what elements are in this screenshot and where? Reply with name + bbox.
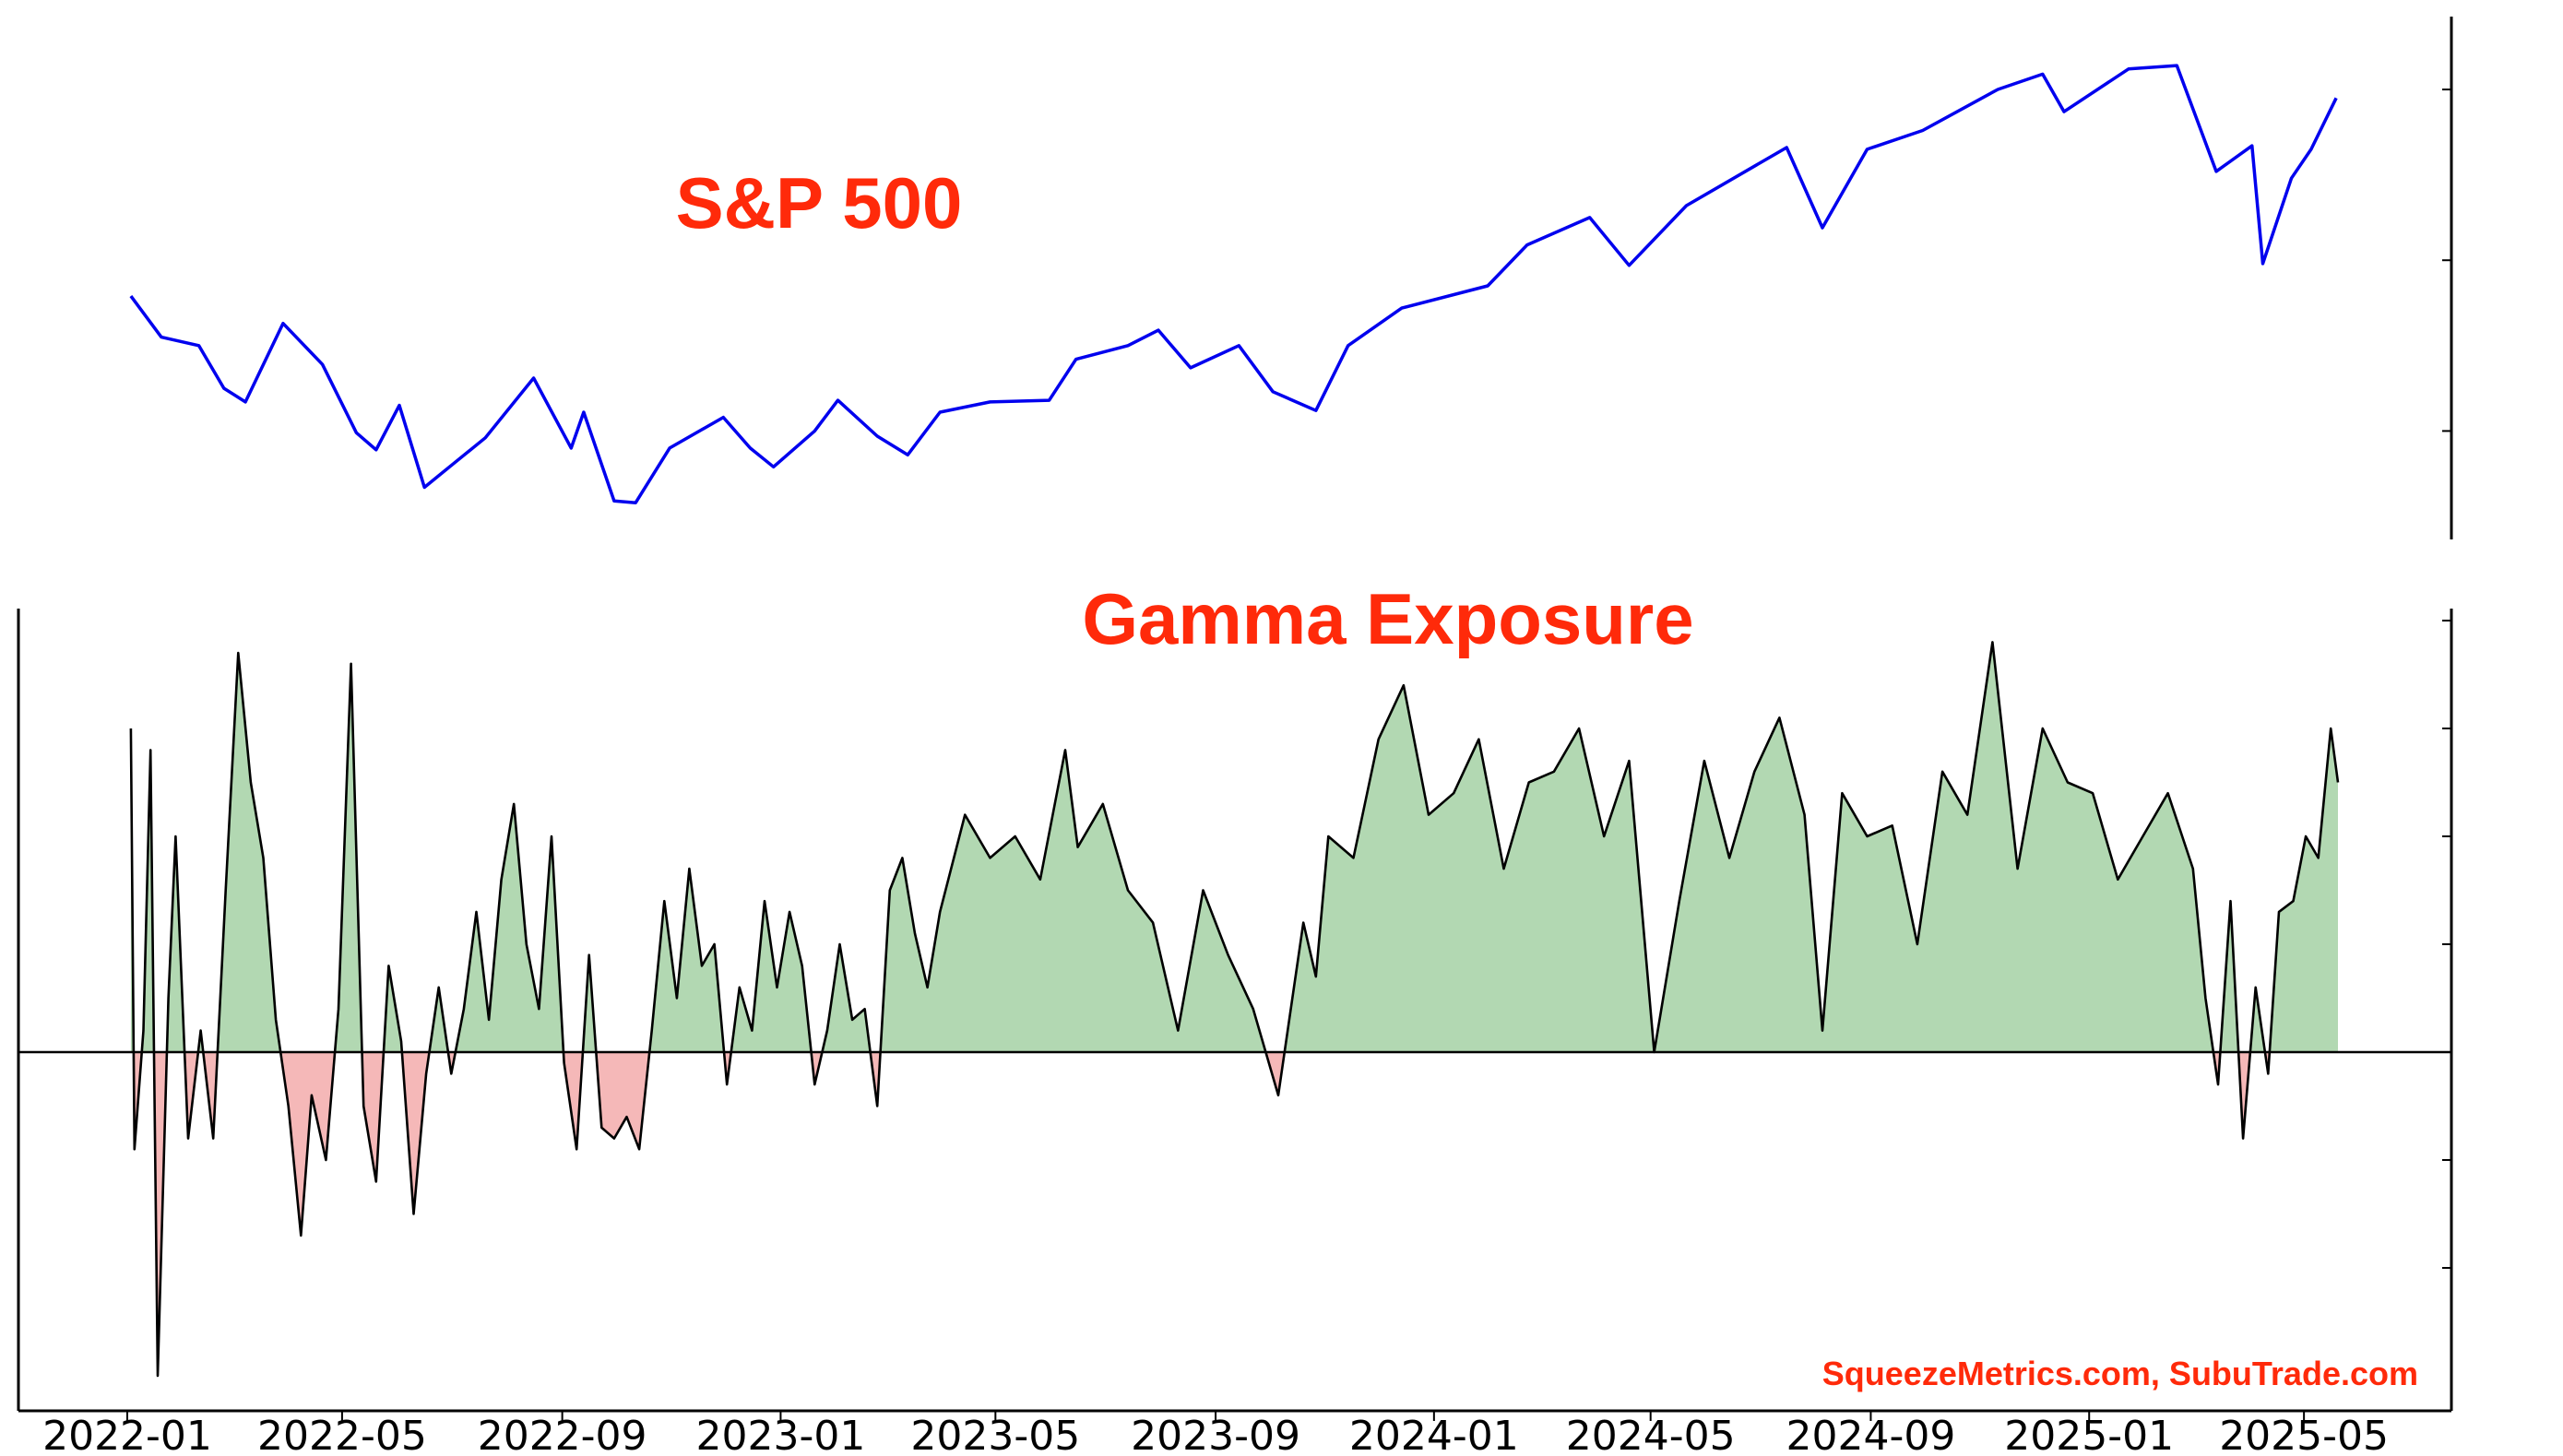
gamma-panel: Gamma Exposure SqueezeMetrics.com, SubuT…	[17, 578, 2453, 1456]
x-tick-label: 2025-01	[2004, 1413, 2174, 1456]
sp500-title: S&P 500	[676, 162, 963, 243]
x-tick-label: 2024-01	[1349, 1413, 1519, 1456]
sp500-y-ticks	[2442, 89, 2451, 432]
x-tick-label: 2024-09	[1786, 1413, 1956, 1456]
gamma-title: Gamma Exposure	[1082, 578, 1693, 659]
x-tick-label: 2022-09	[478, 1413, 647, 1456]
x-tick-label: 2023-09	[1131, 1413, 1300, 1456]
x-ticks: 2022-01 2022-05 2022-09 2023-01 2023-05 2023-…	[42, 1411, 2389, 1456]
credit-text: SqueezeMetrics.com, SubuTrade.com	[1822, 1355, 2418, 1392]
x-tick-label: 2024-05	[1566, 1413, 1736, 1456]
x-tick-label: 2025-05	[2219, 1413, 2389, 1456]
x-tick-label: 2023-01	[696, 1413, 866, 1456]
gamma-series-line	[129, 641, 2340, 1378]
sp500-series-line	[129, 64, 2338, 504]
x-tick-label: 2022-05	[257, 1413, 427, 1456]
x-tick-label: 2023-05	[910, 1413, 1080, 1456]
gamma-y-ticks	[2442, 620, 2451, 1269]
x-tick-label: 2022-01	[42, 1413, 212, 1456]
sp500-panel: S&P 500	[129, 17, 2453, 539]
